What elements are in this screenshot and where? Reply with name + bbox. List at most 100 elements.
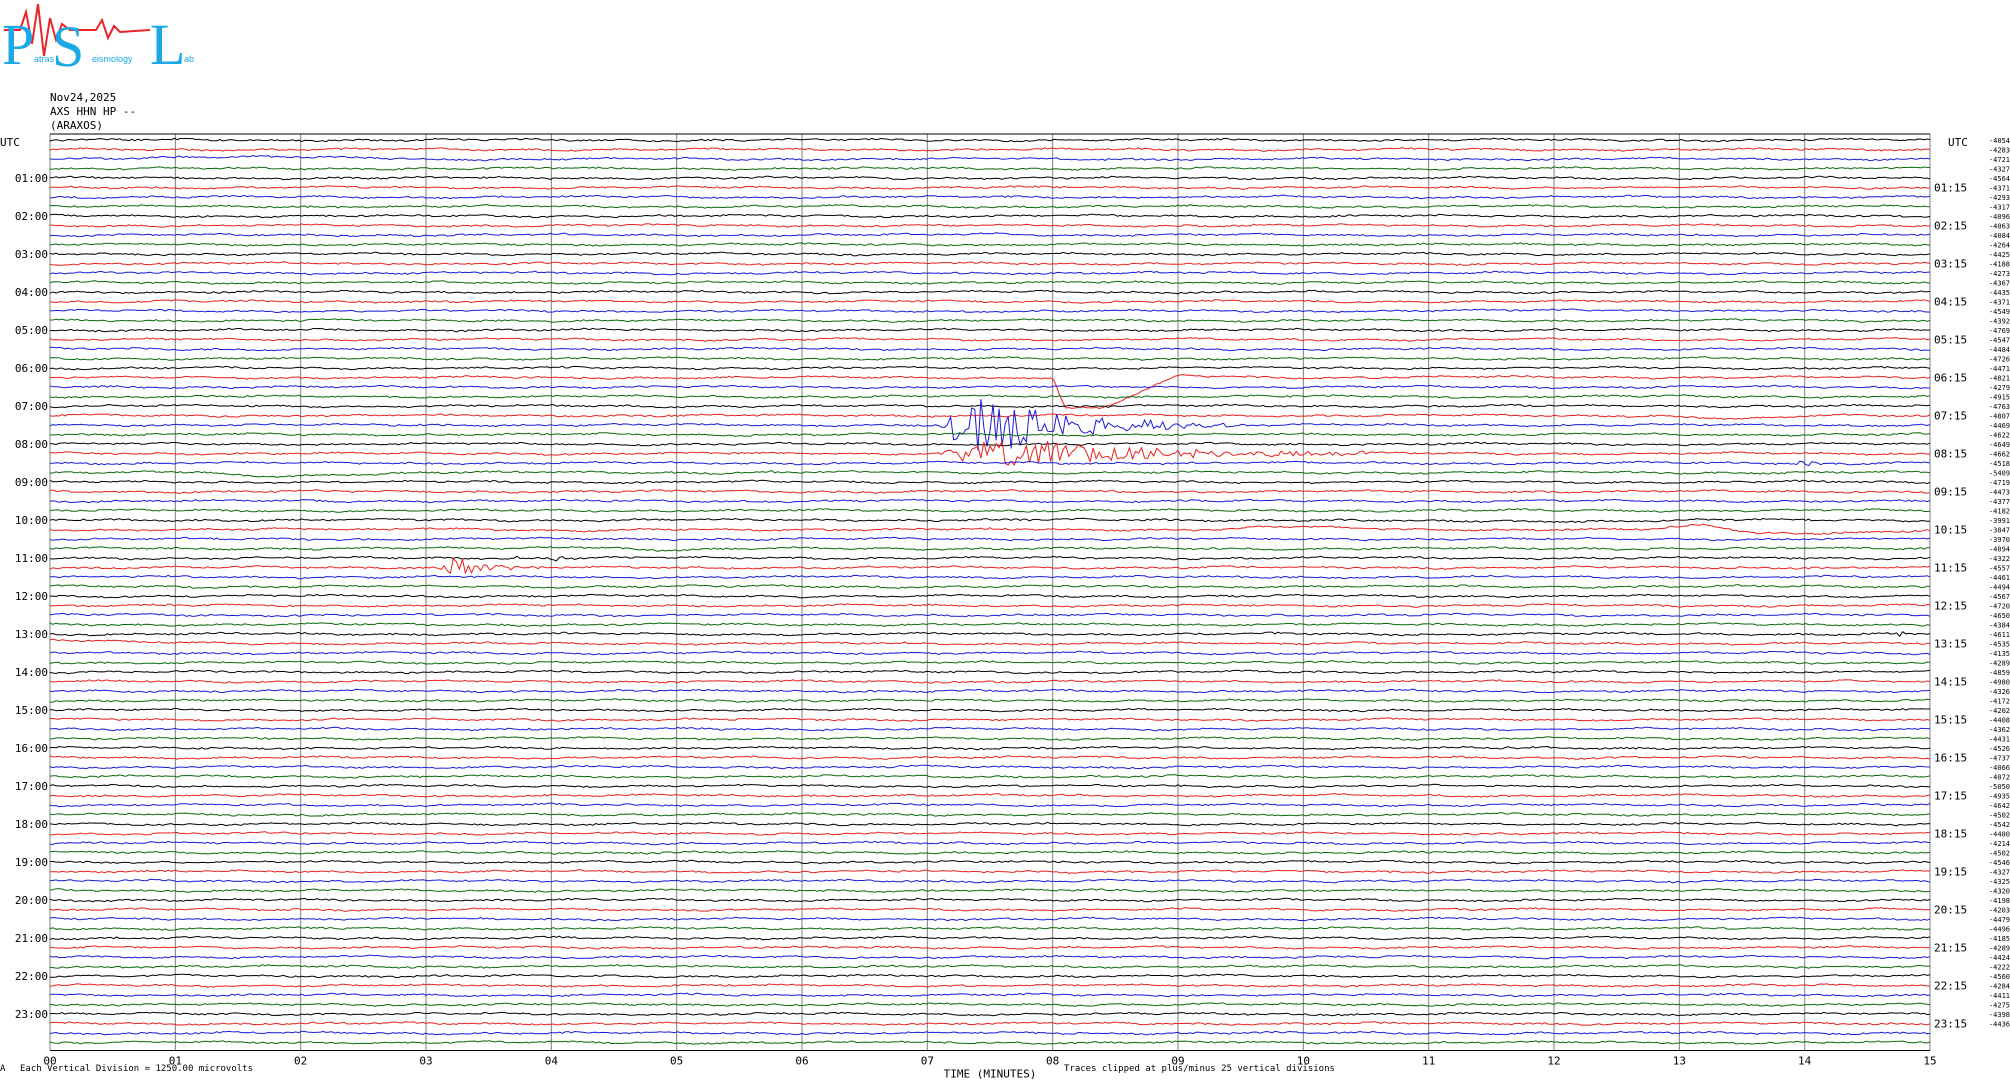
trace-offset-label: -4518 — [1989, 460, 2010, 468]
x-tick-label: 14 — [1798, 1055, 1812, 1068]
trace-offset-label: -4222 — [1989, 964, 2010, 972]
x-tick-label: 03 — [419, 1055, 432, 1068]
trace-offset-label: -4649 — [1989, 441, 2010, 449]
seismic-trace — [49, 413, 1931, 420]
seismic-trace — [49, 523, 1931, 536]
trace-offset-label: -4535 — [1989, 641, 2010, 649]
utc-label-left: UTC — [0, 136, 20, 149]
trace-offset-label: -5409 — [1989, 470, 2010, 478]
seismic-trace — [49, 630, 1931, 638]
seismic-trace — [49, 213, 1931, 219]
trace-offset-label: -4719 — [1989, 479, 2010, 487]
seismic-trace — [49, 888, 1931, 893]
seismic-trace — [49, 479, 1931, 485]
seismic-trace — [49, 299, 1931, 304]
seismic-trace — [49, 337, 1931, 342]
trace-offset-label: -4431 — [1989, 736, 2010, 744]
trace-offset-label: -4066 — [1989, 764, 2010, 772]
seismic-trace — [49, 831, 1931, 836]
hour-label-left: 08:00 — [15, 438, 48, 451]
seismic-trace — [49, 517, 1931, 524]
trace-offset-label: -4650 — [1989, 612, 2010, 620]
seismic-trace — [49, 308, 1930, 314]
psl-logo: P S L atras eismology ab — [2, 3, 194, 72]
trace-offset-label: -4411 — [1989, 992, 2010, 1000]
hour-label-left: 07:00 — [15, 400, 48, 413]
seismic-trace — [49, 774, 1931, 779]
header-date: Nov24,2025 — [50, 91, 117, 104]
logo-letter-l: L — [150, 12, 185, 72]
x-tick-label: 01 — [169, 1055, 182, 1068]
trace-offset-label: -3970 — [1989, 536, 2010, 544]
trace-offset-label: -4502 — [1989, 850, 2010, 858]
hour-label-right: 05:15 — [1934, 334, 1967, 347]
trace-offset-label: -4769 — [1989, 327, 2010, 335]
logo-letter-s: S — [52, 14, 84, 72]
seismic-trace — [49, 897, 1931, 903]
trace-offset-label: -4367 — [1989, 280, 2010, 288]
hour-label-right: 03:15 — [1934, 258, 1967, 271]
footer-vertical-division: Each Vertical Division = 1250.00 microvo… — [20, 1064, 253, 1074]
seismic-trace — [49, 460, 1931, 467]
seismic-trace — [49, 755, 1931, 760]
trace-offset-label: -4807 — [1989, 413, 2010, 421]
hour-label-left: 18:00 — [15, 818, 48, 831]
seismic-trace — [49, 289, 1931, 295]
logo-letter-p: P — [2, 12, 34, 72]
hour-label-right: 04:15 — [1934, 296, 1967, 309]
hour-label-right: 19:15 — [1934, 866, 1967, 879]
trace-offset-label: -4821 — [1989, 375, 2010, 383]
seismic-trace — [49, 384, 1930, 390]
hour-label-left: 15:00 — [15, 704, 48, 717]
seismic-trace — [50, 707, 1931, 713]
hour-label-left: 13:00 — [15, 628, 48, 641]
hour-label-left: 17:00 — [15, 780, 48, 793]
x-tick-label: 12 — [1547, 1055, 1560, 1068]
seismic-trace — [49, 717, 1931, 722]
seismic-trace — [49, 403, 1931, 409]
x-tick-label: 07 — [921, 1055, 934, 1068]
seismic-trace — [49, 764, 1931, 770]
header-site: (ARAXOS) — [50, 119, 103, 132]
trace-offset-label: -4549 — [1989, 308, 2010, 316]
hour-label-left: 06:00 — [15, 362, 48, 375]
seismic-trace — [49, 840, 1931, 846]
trace-offset-label: -4720 — [1989, 603, 2010, 611]
seismic-trace — [49, 555, 1931, 562]
trace-offset-label: -4279 — [1989, 384, 2010, 392]
hour-label-left: 05:00 — [15, 324, 48, 337]
seismic-trace — [49, 945, 1931, 950]
x-tick-label: 09 — [1171, 1055, 1184, 1068]
trace-offset-label: -4322 — [1989, 555, 2010, 563]
seismic-trace — [49, 1021, 1931, 1026]
hour-label-left: 10:00 — [15, 514, 48, 527]
trace-offset-label: -3847 — [1989, 527, 2010, 535]
x-tick-label: 06 — [795, 1055, 808, 1068]
hour-label-right: 11:15 — [1934, 562, 1967, 575]
trace-offset-label: -4726 — [1989, 356, 2010, 364]
hour-label-right: 09:15 — [1934, 486, 1967, 499]
trace-offset-label: -3991 — [1989, 517, 2010, 525]
trace-offset-label: -4198 — [1989, 897, 2010, 905]
trace-offset-label: -4264 — [1989, 242, 2010, 250]
hour-label-right: 10:15 — [1934, 524, 1967, 537]
trace-offset-label: -4203 — [1989, 907, 2010, 915]
footer-clip-note: Traces clipped at plus/minus 25 vertical… — [1064, 1064, 1335, 1074]
seismic-trace — [49, 926, 1931, 931]
trace-offset-label: -4560 — [1989, 973, 2010, 981]
seismic-trace — [49, 327, 1930, 333]
trace-offset-label: -4172 — [1989, 698, 2010, 706]
hour-label-left: 04:00 — [15, 286, 48, 299]
trace-offset-label: -4564 — [1989, 175, 2010, 183]
trace-offset-label: -4371 — [1989, 299, 2010, 307]
x-tick-label: 00 — [43, 1055, 56, 1068]
trace-offset-label: -4611 — [1989, 631, 2010, 639]
seismic-trace — [49, 270, 1931, 276]
x-tick-label: 15 — [1923, 1055, 1936, 1068]
seismic-trace — [50, 439, 1931, 467]
seismic-trace — [49, 622, 1931, 627]
seismic-trace — [49, 593, 1931, 599]
utc-label-right: UTC — [1948, 136, 1968, 149]
seismic-trace — [49, 736, 1931, 741]
seismic-trace — [49, 508, 1931, 513]
